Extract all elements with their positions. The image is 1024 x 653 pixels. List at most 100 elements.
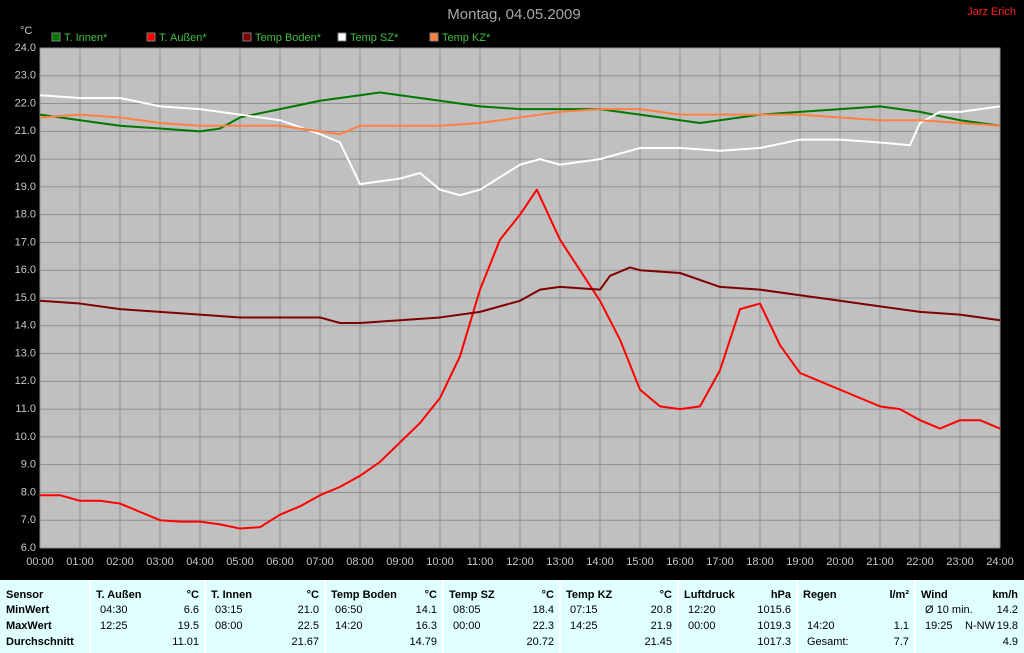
section-header: Temp SZ: [449, 589, 495, 601]
table-cell: 14:20: [335, 620, 363, 632]
x-tick-label: 17:00: [706, 556, 734, 568]
y-tick-label: 12.0: [15, 375, 36, 387]
x-tick-label: 15:00: [626, 556, 654, 568]
table-cell: 19:25: [925, 620, 953, 632]
section-unit: °C: [187, 589, 199, 601]
table-cell: 4.9: [1003, 636, 1018, 648]
table-cell: 1017.3: [757, 636, 791, 648]
x-tick-label: 04:00: [186, 556, 214, 568]
x-tick-label: 07:00: [306, 556, 334, 568]
author: Jarz Erich: [967, 6, 1016, 18]
x-tick-label: 22:00: [906, 556, 934, 568]
table-cell: N-NW: [965, 620, 996, 632]
section-unit: °C: [660, 589, 672, 601]
table-cell: 14:20: [807, 620, 835, 632]
table-cell: 20.8: [651, 604, 672, 616]
section-header: Temp KZ: [566, 589, 613, 601]
table-cell: Ø 10 min.: [925, 604, 973, 616]
section-unit: °C: [542, 589, 554, 601]
table-cell: 19.8: [997, 620, 1018, 632]
table-cell: 12:25: [100, 620, 128, 632]
y-tick-label: 19.0: [15, 181, 36, 193]
legend-label: T. Außen*: [159, 32, 207, 44]
table-cell: 22.3: [533, 620, 554, 632]
legend-swatch: [337, 32, 347, 42]
legend-label: Temp Boden*: [255, 32, 322, 44]
section-unit: hPa: [771, 589, 792, 601]
x-tick-label: 18:00: [746, 556, 774, 568]
legend-swatch: [242, 32, 252, 42]
y-tick-label: 16.0: [15, 264, 36, 276]
x-tick-label: 09:00: [386, 556, 414, 568]
section-header: Luftdruck: [684, 589, 736, 601]
x-tick-label: 24:00: [986, 556, 1014, 568]
table-cell: 12:20: [688, 604, 716, 616]
x-tick-label: 10:00: [426, 556, 454, 568]
y-tick-label: 8.0: [21, 486, 36, 498]
table-cell: 16.3: [416, 620, 437, 632]
x-tick-label: 03:00: [146, 556, 174, 568]
legend-swatch: [429, 32, 439, 42]
y-tick-label: 13.0: [15, 347, 36, 359]
x-tick-label: 06:00: [266, 556, 294, 568]
section-unit: km/h: [992, 589, 1018, 601]
row-label: Durchschnitt: [6, 636, 74, 648]
x-tick-label: 01:00: [66, 556, 94, 568]
x-tick-label: 20:00: [826, 556, 854, 568]
x-tick-label: 21:00: [866, 556, 894, 568]
section-header: Wind: [921, 589, 948, 601]
x-tick-label: 19:00: [786, 556, 814, 568]
section-header: Temp Boden: [331, 589, 397, 601]
legend-label: T. Innen*: [64, 32, 108, 44]
table-cell: 08:00: [215, 620, 243, 632]
table-cell: 21.67: [291, 636, 319, 648]
table-cell: 7.7: [894, 636, 909, 648]
section-header: Regen: [803, 589, 837, 601]
y-tick-label: 15.0: [15, 292, 36, 304]
y-tick-label: 6.0: [21, 542, 36, 554]
y-tick-label: 9.0: [21, 459, 36, 471]
table-cell: 21.45: [644, 636, 672, 648]
series-line: [39, 266, 1001, 324]
table-cell: 20.72: [526, 636, 554, 648]
chart-title: Montag, 04.05.2009: [447, 6, 580, 23]
y-tick-label: 7.0: [21, 514, 36, 526]
y-tick-label: 23.0: [15, 70, 36, 82]
table-cell: 18.4: [533, 604, 554, 616]
x-tick-label: 08:00: [346, 556, 374, 568]
table-cell: 19.5: [178, 620, 199, 632]
table-cell: 03:15: [215, 604, 243, 616]
series-line: [39, 108, 1001, 136]
x-tick-label: 23:00: [946, 556, 974, 568]
table-cell: 14.1: [416, 604, 437, 616]
table-cell: 21.0: [298, 604, 319, 616]
table-cell: 1019.3: [757, 620, 791, 632]
table-cell: 22.5: [298, 620, 319, 632]
x-tick-label: 12:00: [506, 556, 534, 568]
table-cell: 11.01: [172, 636, 199, 648]
table-cell: 21.9: [651, 620, 672, 632]
table-cell: 14:25: [570, 620, 598, 632]
table-cell: 6.6: [184, 604, 199, 616]
row-label: MaxWert: [6, 620, 52, 632]
y-tick-label: 20.0: [15, 153, 36, 165]
table-cell: 1015.6: [757, 604, 791, 616]
table-cell: 00:00: [688, 620, 716, 632]
table-cell: Gesamt:: [807, 636, 849, 648]
x-tick-label: 13:00: [546, 556, 574, 568]
y-tick-label: 10.0: [15, 431, 36, 443]
legend-swatch: [146, 32, 156, 42]
table-cell: 1.1: [894, 620, 909, 632]
series-line: [40, 188, 1001, 530]
x-tick-label: 16:00: [666, 556, 694, 568]
legend-swatch: [51, 32, 61, 42]
section-unit: l/m²: [889, 589, 909, 601]
x-tick-label: 14:00: [586, 556, 614, 568]
x-tick-label: 02:00: [106, 556, 134, 568]
section-unit: °C: [425, 589, 437, 601]
x-tick-label: 00:00: [26, 556, 54, 568]
y-tick-label: 11.0: [15, 403, 36, 415]
table-cell: 14.2: [997, 604, 1018, 616]
table-cell: 14.79: [409, 636, 437, 648]
